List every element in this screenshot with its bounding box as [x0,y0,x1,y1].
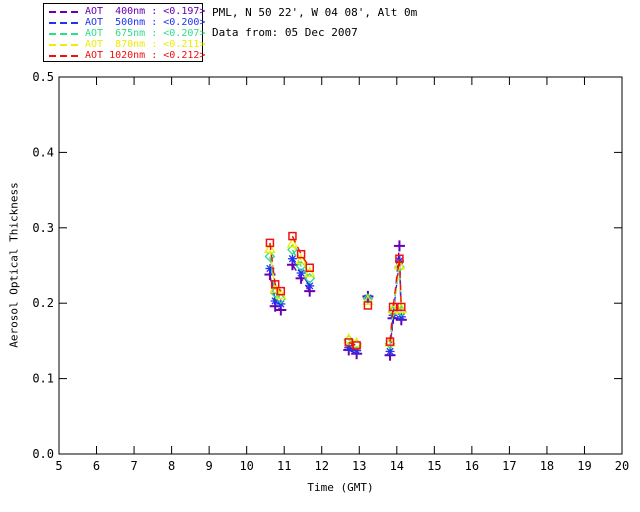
legend-item-label: AOT 400nm : <0.197> [85,6,206,17]
y-tick-label: 0.5 [32,70,54,84]
legend-item-label: AOT 870nm : <0.211> [85,39,206,50]
triangle-marker [393,259,406,270]
data-date-text: Data from: 05 Dec 2007 [212,26,358,39]
square-marker [395,254,404,263]
square-marker [288,231,297,241]
series-aot-1020nm [265,231,406,350]
square-marker [344,338,354,347]
y-axis-title: Aerosol Optical Thickness [7,182,21,348]
triangle-marker [395,302,408,314]
y-tick-label: 0.0 [32,447,54,461]
x-tick-label: 14 [390,459,404,473]
series-aot-500nm [265,254,406,356]
x-tick-label: 11 [277,459,291,473]
x-tick-label: 20 [615,459,629,473]
legend-line-sample [49,10,78,13]
series-aot-870nm [264,237,408,348]
square-marker [363,301,373,310]
series-legend: AOT 400nm : <0.197> AOT 500nm : <0.200> AO… [43,3,206,62]
x-tick-label: 18 [540,459,554,473]
axes-frame [58,76,623,455]
x-axis-title: Time (GMT) [307,481,374,494]
series-aot-675nm [264,244,407,350]
square-marker [276,286,286,296]
legend-item-label: AOT 500nm : <0.200> [85,17,206,28]
x-tick-label: 5 [55,459,62,473]
x-tick-label: 17 [502,459,516,473]
series-line [269,235,403,347]
x-tick-label: 15 [427,459,441,473]
diamond-marker [362,293,374,305]
x-tick-label: 7 [130,459,137,473]
legend-item: AOT 1020nm : <0.212> [49,50,206,61]
y-tick-label: 0.1 [32,372,54,386]
diamond-marker [264,251,276,262]
plus-marker [393,240,405,252]
legend-line-sample [49,32,78,35]
x-tick-label: 10 [239,459,253,473]
y-tick-label: 0.4 [32,145,54,159]
legend-line-sample [49,43,78,46]
series-aot-400nm [264,240,407,361]
square-marker [388,302,398,312]
x-tick-label: 19 [577,459,591,473]
triangle-marker [295,253,307,265]
triangle-marker [304,266,316,278]
triangle-marker [264,242,276,253]
triangle-marker [362,294,374,305]
station-location-text: PML, N 50 22', W 04 08', Alt 0m [212,6,418,19]
legend-item: AOT 870nm : <0.211> [49,39,206,50]
x-tick-label: 12 [315,459,329,473]
x-tick-label: 16 [465,459,479,473]
legend-line-sample [49,21,78,24]
triangle-marker [286,237,299,248]
square-marker [270,280,280,289]
series-line [269,243,403,344]
y-tick-label: 0.2 [32,296,54,310]
legend-item: AOT 400nm : <0.197> [49,6,206,17]
legend-item: AOT 675nm : <0.207> [49,28,206,39]
legend-item-label: AOT 1020nm : <0.212> [85,50,206,61]
diamond-marker [275,293,287,305]
square-marker [352,341,361,350]
asterisk-marker [287,254,297,264]
x-tick-label: 13 [352,459,366,473]
asterisk-marker [305,281,315,291]
square-marker [305,263,314,273]
square-marker [385,337,395,346]
legend-line-sample [49,54,78,57]
x-tick-label: 9 [206,459,213,473]
legend-item: AOT 500nm : <0.200> [49,17,206,28]
diamond-marker [269,287,281,299]
square-marker [397,302,406,312]
square-marker [296,249,306,259]
series-line [269,258,403,352]
x-tick-label: 8 [168,459,175,473]
x-tick-label: 6 [93,459,100,473]
square-marker [265,238,275,248]
legend-item-label: AOT 675nm : <0.207> [85,28,206,39]
y-tick-label: 0.3 [32,221,54,235]
